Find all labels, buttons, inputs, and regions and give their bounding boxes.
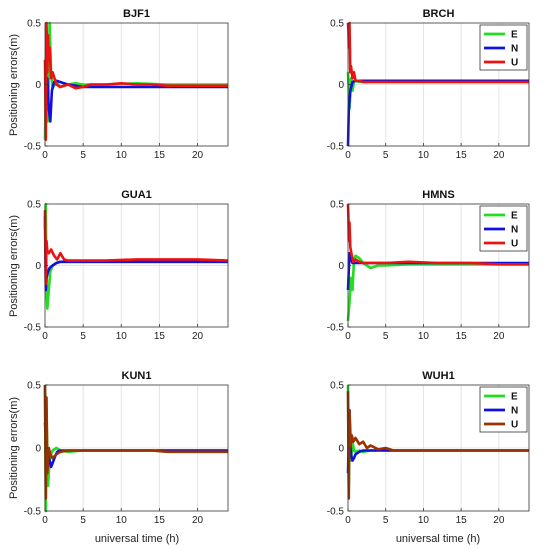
y-tick-label: 0 [35,261,41,272]
y-tick-label: -0.5 [327,323,345,334]
x-tick-label: 15 [456,150,468,161]
x-tick-label: 15 [154,331,166,342]
series-U-line [43,21,228,142]
ylabel-row-2: Positioning errors(m) [8,215,20,317]
x-tick-label: 15 [154,515,166,526]
x-tick-label: 5 [383,150,389,161]
x-tick-label: 10 [418,515,430,526]
x-tick-label: 10 [116,150,128,161]
x-tick-label: 5 [80,515,86,526]
legend-label-U: U [511,420,518,431]
x-tick-label: 20 [493,515,505,526]
y-tick-label: 0.5 [27,19,41,30]
legend-label-E: E [511,30,518,41]
series-U-line [346,391,529,500]
panel-title: WUH1 [422,370,454,382]
y-tick-label: 0.5 [330,200,344,211]
panel-title: HMNS [422,189,454,201]
x-tick-label: 0 [345,150,351,161]
x-tick-label: 0 [42,515,48,526]
y-tick-label: -0.5 [327,142,345,153]
x-tick-label: 0 [42,331,48,342]
y-tick-label: 0.5 [330,19,344,30]
legend-label-N: N [511,225,518,236]
legend: ENU [479,205,528,252]
y-tick-label: -0.5 [24,142,42,153]
x-tick-label: 0 [42,150,48,161]
x-tick-label: 5 [80,331,86,342]
ylabel-row-1: Positioning errors(m) [8,34,20,136]
xlabel-left: universal time (h) [95,533,179,545]
x-tick-label: 10 [418,331,430,342]
legend: ENU [479,386,528,433]
series-U-line [346,21,529,84]
y-tick-label: 0 [35,444,41,455]
y-tick-label: 0.5 [330,381,344,392]
legend-label-N: N [511,44,518,55]
legend-label-E: E [511,392,518,403]
x-tick-label: 0 [345,515,351,526]
y-tick-label: 0.5 [27,381,41,392]
xlabel-right: universal time (h) [396,533,480,545]
y-tick-label: 0 [338,80,344,91]
y-tick-label: -0.5 [327,507,345,518]
legend-label-E: E [511,211,518,222]
x-tick-label: 15 [456,515,468,526]
y-tick-label: -0.5 [24,323,42,334]
x-tick-label: 20 [192,150,204,161]
panel-title: KUN1 [122,370,152,382]
ylabel-row-3: Positioning errors(m) [8,397,20,499]
x-tick-label: 5 [383,515,389,526]
y-tick-label: 0 [338,444,344,455]
x-tick-label: 20 [493,331,505,342]
legend-label-N: N [511,406,518,417]
x-tick-label: 0 [345,331,351,342]
y-tick-label: -0.5 [24,507,42,518]
x-tick-label: 20 [493,150,505,161]
y-tick-label: 0 [35,80,41,91]
panel-title: BJF1 [123,8,150,20]
x-tick-label: 15 [154,150,166,161]
legend: ENU [479,24,528,71]
x-tick-label: 5 [80,150,86,161]
x-tick-label: 20 [192,515,204,526]
x-tick-label: 10 [116,331,128,342]
x-tick-label: 15 [456,331,468,342]
legend-label-U: U [511,239,518,250]
series-U-line [43,210,229,286]
series-U-line [346,203,529,266]
panel-title: BRCH [423,8,455,20]
x-tick-label: 20 [192,331,204,342]
x-tick-label: 10 [116,515,128,526]
panel-title: GUA1 [121,189,152,201]
series-U-line [43,384,228,500]
legend-label-U: U [511,58,518,69]
x-tick-label: 5 [383,331,389,342]
series-N-line [43,77,228,123]
y-tick-label: 0.5 [27,200,41,211]
x-tick-label: 10 [418,150,430,161]
y-tick-label: 0 [338,261,344,272]
